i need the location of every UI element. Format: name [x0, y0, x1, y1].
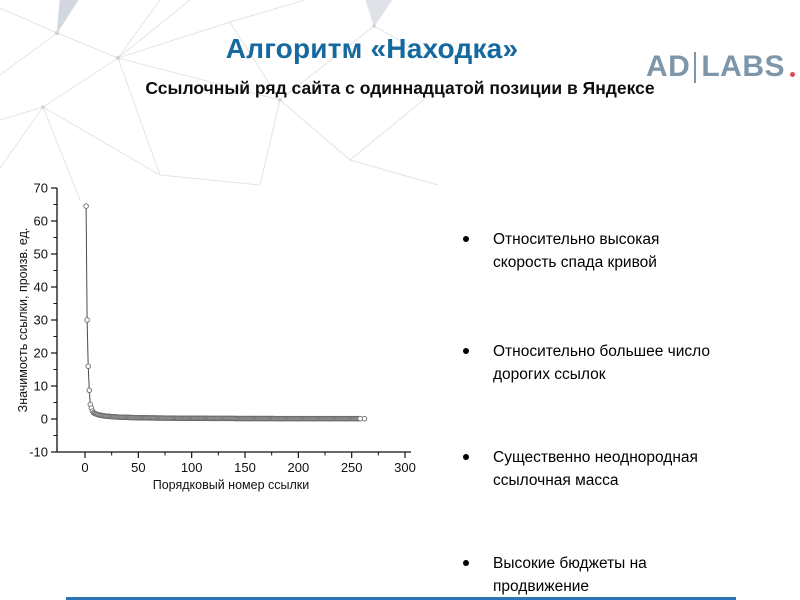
- bullet-text: Высокие бюджеты на продвижение: [493, 555, 647, 595]
- y-axis-title: Значимость ссылки, произв. ед.: [16, 228, 30, 413]
- link-significance-chart: -10 0 10 20 30 40 50 60 70 0 50 100 150 200 250 300 Поря…: [14, 178, 424, 496]
- logo-divider: [694, 51, 697, 83]
- chart-svg: -10 0 10 20 30 40 50 60 70 0 50 100 150 200 250 300 Поря…: [16, 181, 416, 493]
- slide-subtitle: Ссылочный ряд сайта с одиннадцатой позиц…: [145, 78, 655, 98]
- logo-text-labs: LABS: [701, 50, 786, 83]
- y-tick-label: 0: [41, 412, 48, 427]
- data-point: [361, 415, 368, 422]
- bullet-item: Относительно большее число дорогих ссыло…: [455, 340, 735, 386]
- x-tick-label: 150: [234, 460, 256, 475]
- y-tick-label: -10: [29, 445, 48, 460]
- y-tick-label: 70: [34, 181, 48, 196]
- logo-text-ad: AD: [646, 50, 691, 83]
- slide-title: Алгоритм «Находка»: [225, 33, 519, 64]
- bullet-dot: [463, 236, 469, 242]
- x-tick-label: 250: [341, 460, 363, 475]
- y-tick-label: 40: [34, 280, 48, 295]
- data-point: [83, 203, 89, 209]
- x-axis-title: Порядковый номер ссылки: [153, 478, 310, 492]
- data-point: [85, 363, 91, 369]
- bullet-dot: [463, 348, 469, 354]
- bullet-dot: [463, 454, 469, 460]
- bullet-item: Существенно неоднородная ссылочная масса: [455, 446, 735, 492]
- bullet-text: Существенно неоднородная ссылочная масса: [493, 449, 698, 489]
- bullet-dot: [463, 560, 469, 566]
- x-tick-label: 100: [181, 460, 203, 475]
- logo-trademark-dot: [790, 71, 796, 77]
- bullet-item: Относительно высокая скорость спада крив…: [455, 228, 735, 274]
- y-tick-label: 60: [34, 214, 48, 229]
- bullet-item: Высокие бюджеты на продвижение: [455, 552, 735, 598]
- data-point: [84, 317, 90, 323]
- y-tick-label: 30: [34, 313, 48, 328]
- x-tick-label: 200: [287, 460, 309, 475]
- bullet-text: Относительно большее число дорогих ссыло…: [493, 343, 710, 383]
- x-tick-label: 300: [394, 460, 416, 475]
- y-tick-label: 10: [34, 379, 48, 394]
- x-tick-label: 50: [131, 460, 145, 475]
- footer-accent-line: [66, 597, 736, 600]
- series-line: [85, 206, 365, 420]
- x-tick-label: 0: [81, 460, 88, 475]
- y-tick-label: 50: [34, 247, 48, 262]
- data-point: [86, 387, 93, 394]
- bullet-text: Относительно высокая скорость спада крив…: [493, 231, 660, 271]
- adlabs-logo: AD LABS: [646, 50, 796, 84]
- y-tick-label: 20: [34, 346, 48, 361]
